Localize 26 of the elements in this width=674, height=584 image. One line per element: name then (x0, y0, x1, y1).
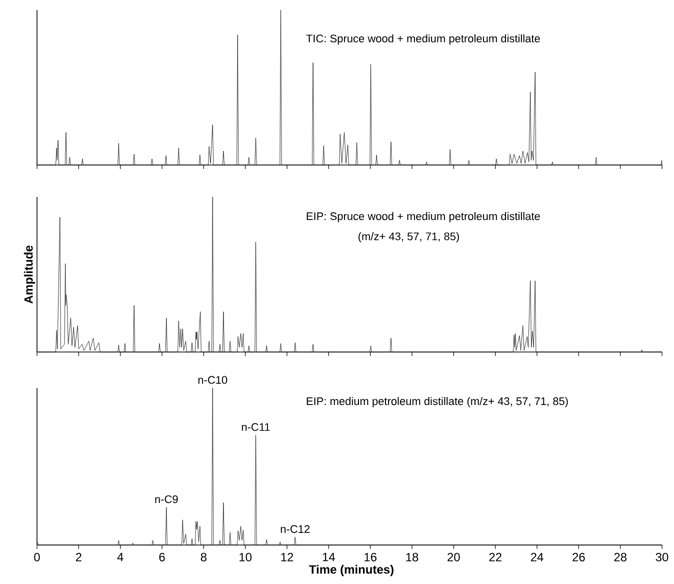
x-tick-label: 28 (614, 552, 626, 562)
annotation: n-C10 (198, 376, 228, 384)
x-tick-label: 26 (572, 552, 585, 562)
x-axis-title: Time (minutes) (309, 564, 394, 576)
text: EIP: medium petroleum distillate (m/z+ 43, 57, 71, 85) (306, 397, 568, 408)
x-tick-label: 0 (34, 552, 40, 562)
x-tick-label: 30 (656, 552, 668, 562)
x-tick-label: 12 (281, 552, 294, 562)
x-tick-label: 4 (117, 552, 124, 562)
x-tick-label: 18 (406, 552, 418, 562)
x-tick-label: 24 (530, 552, 544, 562)
text: (m/z+ 43, 57, 71, 85) (358, 232, 459, 242)
annotation: n-C12 (280, 525, 310, 533)
x-tick-label: 8 (200, 552, 206, 562)
x-tick-label: 6 (159, 552, 165, 562)
x-tick-label: 14 (322, 552, 335, 562)
annotation: n-C9 (155, 495, 178, 504)
x-tick-label: 2 (76, 552, 82, 562)
annotation: n-C11 (242, 423, 270, 431)
x-tick-label: 16 (364, 552, 376, 562)
text: EIP: Spruce wood + medium petroleum distillate (306, 212, 540, 222)
x-tick-label: 10 (240, 552, 252, 562)
x-tick-label: 20 (448, 552, 460, 562)
x-tick-label: 22 (489, 552, 502, 562)
text: TIC: Spruce wood + medium petroleum distillate (306, 34, 540, 45)
y-axis-title: Amplitude (24, 246, 36, 304)
